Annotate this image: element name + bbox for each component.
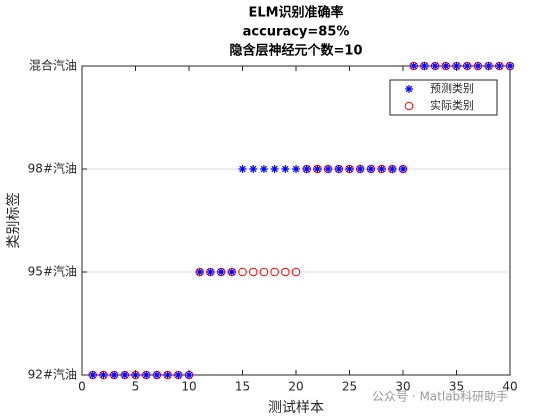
chart-title: accuracy=85% xyxy=(243,25,350,40)
point xyxy=(441,62,450,70)
chart-title: ELM识别准确率 xyxy=(248,5,343,21)
y-tick-label: 98#汽油 xyxy=(28,161,77,176)
x-tick-label: 5 xyxy=(132,380,140,394)
point xyxy=(281,165,290,173)
point xyxy=(131,371,140,379)
point xyxy=(463,62,472,70)
x-tick-label: 30 xyxy=(395,380,410,394)
x-tick-label: 0 xyxy=(78,380,86,394)
point xyxy=(452,62,461,70)
plot-box xyxy=(81,65,511,376)
x-tick-label: 15 xyxy=(235,380,250,394)
point xyxy=(227,268,236,276)
x-tick-label: 35 xyxy=(449,380,464,394)
y-tick-label: 混合汽油 xyxy=(29,58,77,73)
point xyxy=(495,62,504,70)
point xyxy=(345,165,354,173)
point xyxy=(506,62,514,70)
point xyxy=(206,268,215,276)
point xyxy=(174,371,183,379)
point xyxy=(195,268,204,276)
point xyxy=(292,165,300,173)
point xyxy=(152,371,161,379)
point xyxy=(377,165,386,173)
x-tick-label: 10 xyxy=(181,380,196,394)
point xyxy=(120,371,129,379)
point xyxy=(238,165,247,173)
point xyxy=(484,62,493,70)
point xyxy=(249,165,258,173)
point xyxy=(302,165,311,173)
point xyxy=(259,165,268,173)
point xyxy=(420,62,429,70)
point xyxy=(163,371,172,379)
point xyxy=(409,62,418,70)
point xyxy=(399,165,407,173)
point xyxy=(356,165,365,173)
point xyxy=(388,165,397,173)
point xyxy=(110,371,119,379)
legend-label: 预测类别 xyxy=(430,81,474,95)
point xyxy=(291,267,301,277)
point xyxy=(270,165,279,173)
legend-box xyxy=(389,79,498,116)
point xyxy=(334,165,343,173)
chart-title: 隐含层神经元个数=10 xyxy=(230,43,363,59)
x-tick-label: 40 xyxy=(502,380,517,394)
x-axis-label: 测试样本 xyxy=(268,400,324,416)
x-tick-label: 20 xyxy=(288,380,303,394)
y-axis-label: 类别标签 xyxy=(5,193,22,249)
point xyxy=(259,267,269,277)
point xyxy=(473,62,482,70)
legend-label: 实际类别 xyxy=(430,98,474,112)
point xyxy=(324,165,333,173)
legend-marker xyxy=(405,85,413,93)
point xyxy=(281,267,290,277)
point xyxy=(248,267,258,277)
point xyxy=(99,371,108,379)
y-tick-label: 92#汽油 xyxy=(28,367,77,382)
x-tick-label: 25 xyxy=(342,380,357,394)
point xyxy=(313,165,322,173)
point xyxy=(142,371,151,379)
point xyxy=(238,267,247,277)
point xyxy=(366,165,375,173)
y-tick-label: 95#汽油 xyxy=(28,264,77,279)
point xyxy=(270,267,279,277)
point xyxy=(185,371,193,379)
series xyxy=(88,62,514,379)
point xyxy=(431,62,440,70)
legend-marker xyxy=(404,101,414,111)
point xyxy=(217,268,226,276)
point xyxy=(88,371,97,379)
watermark: 公众号 · Matlab科研助手 xyxy=(372,390,508,404)
